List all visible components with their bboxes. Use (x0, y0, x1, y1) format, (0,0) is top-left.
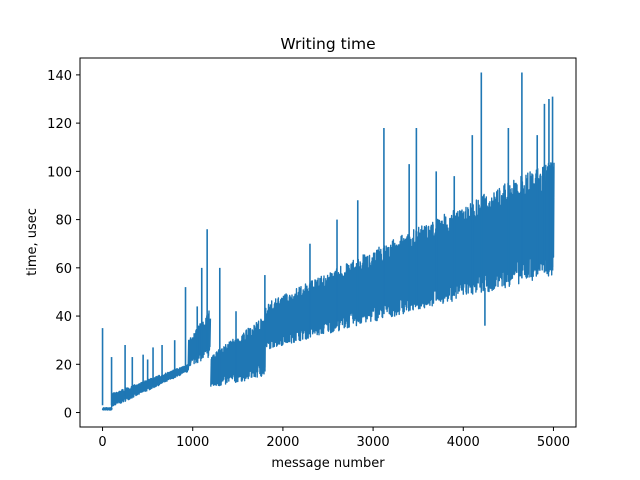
y-tick-label: 80 (55, 214, 72, 229)
x-tick-label: 1000 (176, 435, 209, 450)
y-axis-label: time, usec (25, 208, 40, 276)
x-tick-label: 4000 (447, 435, 480, 450)
y-tick-label: 60 (55, 262, 72, 277)
y-tick-label: 0 (64, 407, 72, 422)
axes-frame (79, 57, 577, 428)
y-tick-label: 20 (55, 358, 72, 373)
y-axis: 0 20 40 60 80 100 120 140 (47, 69, 80, 422)
y-tick-label: 100 (47, 165, 72, 180)
plot-area (101, 72, 555, 411)
y-tick-label: 120 (47, 117, 72, 132)
x-tick-label: 5000 (537, 435, 570, 450)
x-tick-label: 3000 (357, 435, 390, 450)
series-line (101, 162, 555, 411)
x-tick-label: 2000 (266, 435, 299, 450)
y-tick-label: 140 (47, 69, 72, 84)
x-axis: 0 1000 2000 3000 4000 5000 (98, 427, 570, 450)
y-tick-label: 40 (55, 310, 72, 325)
x-tick-label: 0 (98, 435, 106, 450)
chart-title: Writing time (280, 35, 375, 53)
x-axis-label: message number (271, 456, 385, 471)
